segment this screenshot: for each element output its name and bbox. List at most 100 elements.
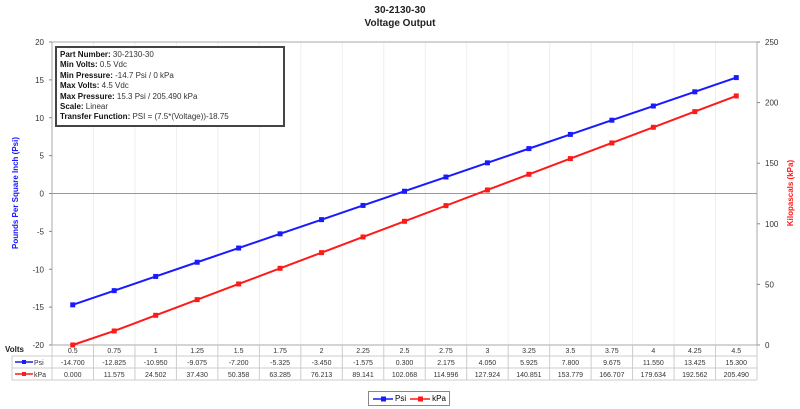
data-point-psi bbox=[402, 188, 407, 194]
data-point-kpa bbox=[360, 234, 366, 240]
x-tick-label: 1.25 bbox=[190, 348, 204, 355]
data-point-kpa bbox=[70, 342, 76, 348]
table-cell: 205.490 bbox=[724, 372, 749, 379]
table-cell: 192.562 bbox=[682, 372, 707, 379]
table-legend-marker-psi bbox=[22, 360, 26, 364]
part-number-value: 30-2130-30 bbox=[110, 50, 154, 59]
left-axis-tick-label: 5 bbox=[40, 152, 45, 161]
left-axis-tick-label: 0 bbox=[40, 190, 45, 199]
x-tick-label: 2.75 bbox=[439, 348, 453, 355]
table-cell: 76.213 bbox=[311, 372, 333, 379]
table-cell: 24.502 bbox=[145, 372, 167, 379]
legend-label-kpa: kPa bbox=[432, 394, 446, 403]
kpa-marker-icon bbox=[410, 396, 431, 401]
transfer-function-label: Transfer Function: bbox=[60, 112, 131, 122]
data-point-kpa bbox=[236, 281, 242, 287]
left-axis-tick-label: -15 bbox=[32, 303, 44, 312]
data-point-kpa bbox=[443, 203, 449, 209]
data-point-psi bbox=[319, 217, 325, 223]
x-tick-label: 4.25 bbox=[688, 348, 702, 355]
data-point-psi bbox=[650, 103, 656, 109]
data-point-psi bbox=[484, 160, 490, 166]
data-point-kpa bbox=[650, 124, 656, 130]
data-point-kpa bbox=[319, 250, 325, 256]
table-cell: -5.325 bbox=[270, 360, 290, 367]
table-cell: 13.425 bbox=[684, 360, 706, 367]
table-cell: -7.200 bbox=[229, 360, 249, 367]
legend-label-psi: Psi bbox=[395, 394, 407, 403]
x-tick-label: 1.5 bbox=[234, 348, 244, 355]
data-point-kpa bbox=[692, 109, 698, 115]
min-volts-label: Min Volts: bbox=[60, 60, 98, 70]
table-cell: 140.851 bbox=[516, 372, 541, 379]
data-point-kpa bbox=[277, 265, 283, 271]
data-point-psi bbox=[194, 259, 200, 265]
x-tick-label: 0.75 bbox=[107, 348, 121, 355]
right-axis-title: Kilopascals (kPa) bbox=[786, 160, 795, 227]
table-cell: 7.800 bbox=[562, 360, 580, 367]
data-point-psi bbox=[526, 146, 532, 152]
x-tick-label: 1.75 bbox=[273, 348, 287, 355]
table-cell: 166.707 bbox=[599, 372, 624, 379]
table-row-label: Psi bbox=[34, 360, 44, 367]
table-cell: 11.575 bbox=[104, 372, 125, 379]
data-point-psi bbox=[70, 302, 76, 308]
left-axis-tick-label: -5 bbox=[37, 227, 45, 236]
data-point-kpa bbox=[567, 156, 573, 162]
legend-item-psi: Psi bbox=[373, 394, 406, 403]
x-tick-label: 4.5 bbox=[731, 348, 741, 355]
right-axis-tick-label: 100 bbox=[765, 220, 779, 229]
table-cell: 9.675 bbox=[603, 360, 621, 367]
table-cell: 11.550 bbox=[643, 360, 664, 367]
table-cell: 0.300 bbox=[396, 360, 414, 367]
chart-title: 30-2130-30 bbox=[374, 5, 426, 16]
data-point-kpa bbox=[111, 328, 117, 334]
info-box: Part Number: 30-2130-30 Min Volts: 0.5 V… bbox=[55, 46, 285, 127]
data-point-psi bbox=[236, 245, 242, 251]
chart-subtitle: Voltage Output bbox=[365, 18, 437, 29]
left-axis-tick-label: 10 bbox=[35, 114, 44, 123]
data-point-kpa bbox=[402, 218, 407, 224]
data-point-psi bbox=[111, 288, 117, 294]
data-point-kpa bbox=[733, 93, 739, 99]
data-point-kpa bbox=[526, 171, 532, 177]
data-point-psi bbox=[277, 231, 283, 237]
right-axis-tick-label: 200 bbox=[765, 99, 779, 108]
scale-label: Scale: bbox=[60, 102, 84, 112]
table-row-label: kPa bbox=[34, 372, 46, 379]
data-point-psi bbox=[360, 202, 366, 208]
legend-item-kpa: kPa bbox=[410, 394, 446, 403]
table-cell: 50.358 bbox=[228, 372, 250, 379]
transfer-function-value: PSI = (7.5*(Voltage))-18.75 bbox=[130, 112, 229, 122]
table-cell: -14.700 bbox=[61, 360, 85, 367]
x-tick-label: 4 bbox=[651, 348, 655, 355]
min-pressure-value: -14.7 Psi / 0 kPa bbox=[112, 70, 174, 80]
table-cell: 37.430 bbox=[186, 372, 208, 379]
x-tick-label: 1 bbox=[154, 348, 158, 355]
table-cell: 5.925 bbox=[520, 360, 538, 367]
max-volts-label: Max Volts: bbox=[60, 81, 100, 91]
table-cell: 4.050 bbox=[479, 360, 497, 367]
max-volts-value: 4.5 Vdc bbox=[99, 81, 129, 91]
table-cell: 179.634 bbox=[641, 372, 666, 379]
x-tick-label: 2.25 bbox=[356, 348, 370, 355]
x-tick-label: 0.5 bbox=[68, 348, 78, 355]
x-tick-label: 3 bbox=[485, 348, 489, 355]
min-pressure-label: Min Pressure: bbox=[60, 70, 113, 80]
right-axis-tick-label: 150 bbox=[765, 159, 779, 168]
x-tick-label: 3.25 bbox=[522, 348, 536, 355]
x-tick-label: 3.75 bbox=[605, 348, 619, 355]
table-cell: 127.924 bbox=[475, 372, 500, 379]
data-point-psi bbox=[733, 75, 739, 81]
data-point-kpa bbox=[194, 297, 200, 303]
data-point-psi bbox=[609, 117, 615, 123]
right-axis-tick-label: 0 bbox=[765, 341, 770, 350]
table-cell: 153.779 bbox=[558, 372, 583, 379]
max-pressure-label: Max Pressure: bbox=[60, 91, 115, 101]
x-axis-title: Volts bbox=[5, 345, 25, 354]
min-volts-value: 0.5 Vdc bbox=[97, 60, 127, 70]
left-axis-title: Pounds Per Square Inch (Psi) bbox=[11, 137, 20, 249]
table-cell: 89.141 bbox=[352, 372, 374, 379]
